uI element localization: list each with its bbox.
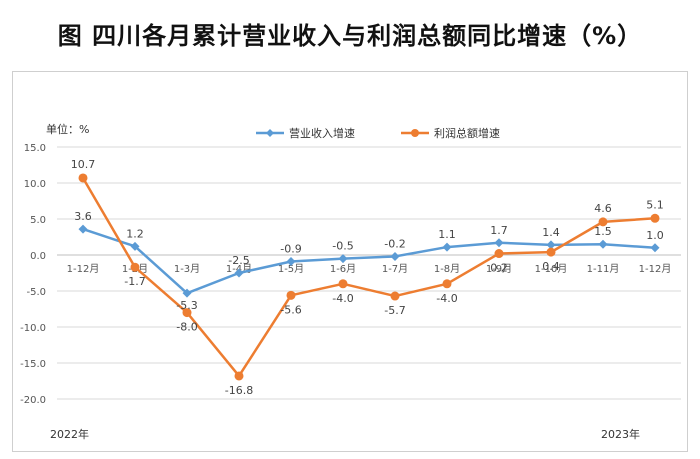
revenue-data-label: 1.1 [438, 228, 456, 241]
profit-data-label: 0.4 [542, 260, 560, 273]
y-tick-label: -20.0 [20, 395, 46, 406]
revenue-point [182, 288, 192, 298]
x-tick-label: 1-5月 [278, 263, 304, 275]
profit-point [338, 279, 348, 289]
x-tick-label: 1-8月 [434, 263, 460, 275]
y-tick-label: 15.0 [24, 143, 46, 154]
profit-point [598, 217, 608, 227]
profit-data-label: -1.7 [124, 275, 145, 288]
legend-item-profit: 利润总额增速 [401, 126, 500, 140]
legend-marker [411, 129, 419, 137]
y-tick-label: 5.0 [30, 215, 46, 226]
x-tick-label: 1-10月 [535, 263, 568, 275]
revenue-data-label: -0.9 [280, 242, 301, 255]
x-tick-label: 1-3月 [174, 263, 200, 275]
legend-label: 利润总额增速 [434, 126, 500, 140]
profit-point [390, 291, 400, 301]
profit-point [442, 279, 452, 289]
revenue-point [338, 254, 348, 264]
revenue-point [546, 240, 556, 250]
revenue-point [598, 239, 608, 249]
profit-data-label: 0.2 [490, 262, 508, 275]
unit-label: 单位：% [46, 122, 89, 136]
revenue-data-label: 1.0 [646, 229, 664, 242]
profit-data-label: -4.0 [436, 292, 457, 305]
revenue-data-label: -0.2 [384, 237, 405, 250]
revenue-point [494, 238, 504, 248]
revenue-point [234, 268, 244, 278]
profit-data-label: 10.7 [71, 158, 96, 171]
revenue-point [78, 224, 88, 234]
axis-layer: 15.0 10.0 5.0 0.0 -5.0 -10.0 -15.0 -20.0 1-12月 1-… [20, 143, 681, 406]
x-tick-label: 1-12月 [639, 263, 672, 275]
profit-data-label: 4.6 [594, 202, 612, 215]
profit-point [286, 290, 296, 300]
profit-data-label: -5.6 [280, 303, 301, 316]
line-chart: 15.0 10.0 5.0 0.0 -5.0 -10.0 -15.0 -20.0 1-12月 1-… [20, 122, 681, 441]
revenue-data-label: 1.7 [490, 224, 508, 237]
profit-series-line [81, 177, 656, 378]
profit-point [130, 262, 140, 272]
revenue-point [130, 241, 140, 251]
year-end-label: 2023年 [601, 427, 640, 441]
chart-frame: 15.0 10.0 5.0 0.0 -5.0 -10.0 -15.0 -20.0 1-12月 1-… [12, 71, 688, 452]
profit-data-label: -4.0 [332, 292, 353, 305]
profit-point [650, 213, 660, 223]
revenue-data-label: -0.5 [332, 240, 353, 253]
revenue-data-label: -5.3 [176, 299, 197, 312]
x-tick-label: 1-12月 [67, 263, 100, 275]
page-title: 图 四川各月累计营业收入与利润总额同比增速（%） [57, 22, 643, 50]
profit-point [234, 371, 244, 381]
profit-data-label: -8.0 [176, 321, 197, 334]
revenue-series-line [82, 227, 656, 295]
revenue-point [390, 251, 400, 261]
y-tick-label: -15.0 [20, 359, 46, 370]
legend-item-revenue: 营业收入增速 [256, 126, 355, 140]
y-tick-label: 0.0 [30, 251, 46, 262]
legend: 营业收入增速 利润总额增速 [256, 126, 500, 140]
revenue-data-label: 1.5 [594, 225, 612, 238]
x-tick-label: 1-7月 [382, 263, 408, 275]
profit-point [78, 173, 88, 183]
profit-point [182, 308, 192, 318]
legend-marker [266, 129, 274, 137]
label-layer: 3.6 1.2 -5.3 -2.5 -0.9 -0.5 -0.2 1.1 1.7 1.4 1.5 1.… [71, 158, 664, 397]
revenue-point [442, 242, 452, 252]
year-start-label: 2022年 [50, 427, 89, 441]
y-tick-label: -10.0 [20, 323, 46, 334]
revenue-data-label: 1.4 [542, 226, 560, 239]
profit-data-label: -16.8 [225, 384, 253, 397]
revenue-point [650, 243, 660, 253]
revenue-data-label: 1.2 [126, 227, 144, 240]
x-tick-label: 1-6月 [330, 263, 356, 275]
revenue-data-label: 3.6 [74, 210, 92, 223]
profit-data-label: 5.1 [646, 198, 664, 211]
revenue-point [286, 256, 296, 266]
x-tick-label: 1-9月 [486, 263, 512, 275]
series-layer [78, 173, 660, 381]
revenue-data-label: -2.5 [228, 254, 249, 267]
profit-data-label: -5.7 [384, 304, 405, 317]
profit-point [494, 249, 504, 259]
profit-point [546, 247, 556, 257]
x-tick-label: 1-11月 [587, 263, 620, 275]
y-tick-label: -5.0 [26, 287, 46, 298]
legend-label: 营业收入增速 [289, 126, 355, 140]
y-tick-label: 10.0 [24, 179, 46, 190]
